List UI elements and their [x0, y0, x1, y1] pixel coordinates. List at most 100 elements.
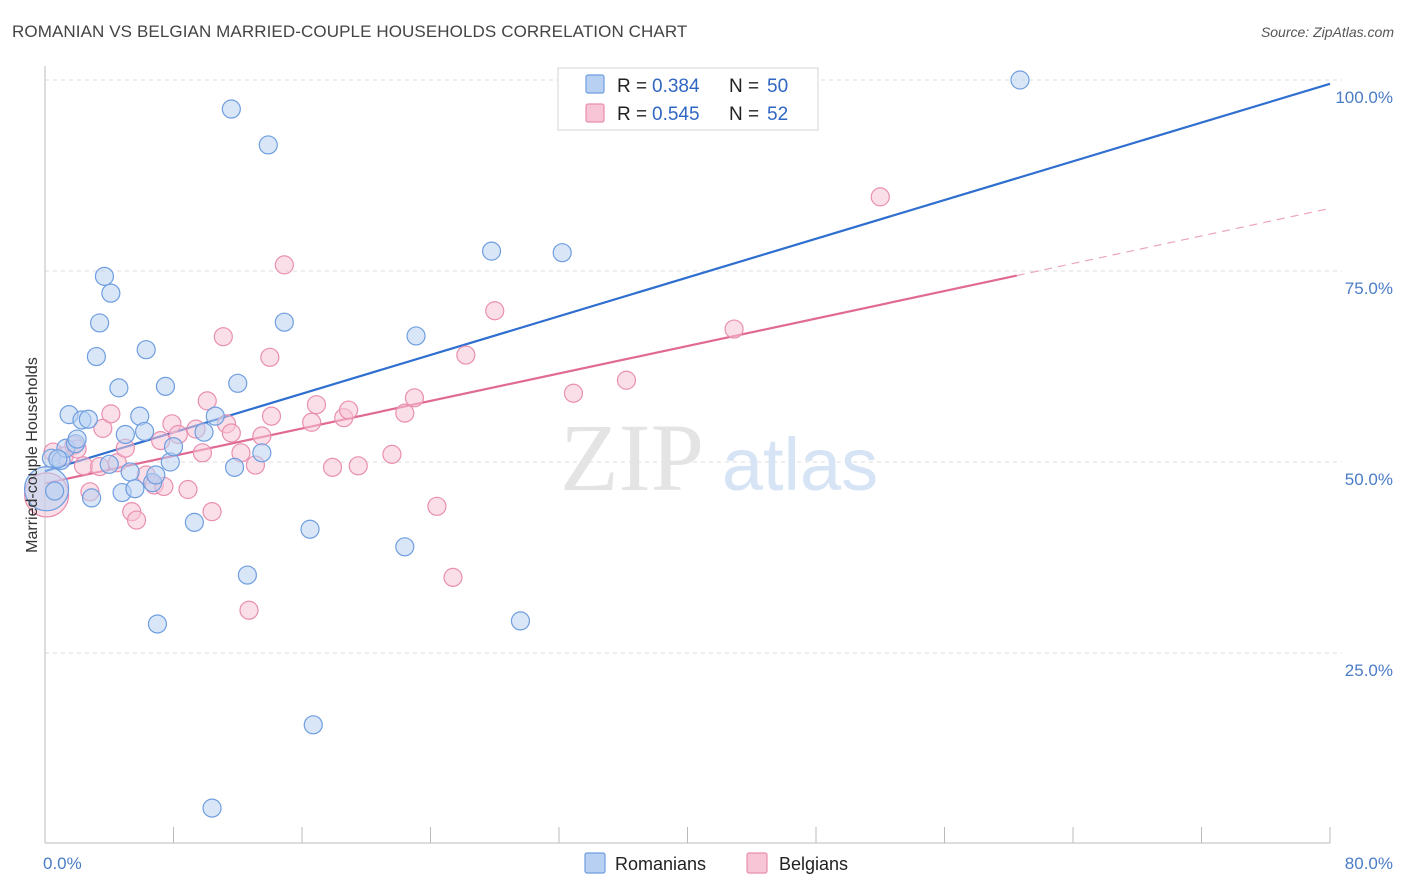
data-points [24, 70, 1030, 818]
point-romanian [155, 376, 176, 396]
point-belgian [239, 600, 259, 620]
point-belgian [382, 444, 402, 464]
point-romanian [67, 429, 87, 449]
y-tick-label: 100.0% [1335, 88, 1393, 107]
point-belgian [260, 347, 280, 367]
point-belgian [306, 395, 327, 415]
point-romanian [552, 243, 572, 263]
legend-n-value-2: 52 [767, 104, 788, 125]
point-belgian [178, 479, 198, 500]
source-label: Source: ZipAtlas.com [1260, 24, 1394, 40]
point-romanian [163, 437, 184, 457]
point-romanian [146, 465, 166, 485]
legend-swatch-romanians [585, 74, 605, 94]
point-belgian [261, 406, 282, 426]
point-romanian [1010, 70, 1030, 90]
point-romanian [136, 340, 156, 360]
trend-line-belgians-extension [1016, 207, 1331, 277]
point-romanian [147, 614, 168, 634]
point-romanian [274, 312, 294, 332]
point-belgian [338, 400, 359, 420]
point-romanian [221, 99, 241, 119]
point-belgian [616, 370, 637, 390]
point-belgian [724, 319, 744, 339]
point-romanian [101, 283, 121, 303]
trend-line-romanians [44, 82, 1331, 473]
watermark: ZIP atlas [560, 404, 878, 511]
point-romanian [300, 519, 320, 539]
y-axis-label: Married-couple Households [24, 357, 41, 553]
point-romanian [481, 241, 502, 261]
chart-title: ROMANIAN VS BELGIAN MARRIED-COUPLE HOUSE… [12, 22, 688, 41]
legend-bottom-swatch-romanians [584, 852, 606, 874]
point-romanian [99, 454, 119, 474]
point-belgian [485, 301, 505, 321]
legend-bottom-label-romanians: Romanians [615, 854, 706, 874]
point-romanian [109, 378, 129, 398]
watermark-zip: ZIP [560, 404, 704, 511]
gridlines [45, 79, 1342, 654]
point-romanian [81, 488, 102, 508]
point-romanian [120, 462, 140, 482]
y-tick-label: 75.0% [1345, 279, 1393, 298]
y-tick-label: 25.0% [1345, 661, 1393, 680]
y-tick-label: 50.0% [1345, 470, 1393, 489]
point-romanian [115, 424, 135, 445]
point-romanian [202, 798, 222, 818]
point-romanian [86, 346, 107, 367]
point-romanian [94, 266, 115, 286]
point-belgian [221, 423, 241, 443]
point-romanian [205, 406, 225, 426]
point-romanian [224, 457, 245, 477]
point-belgian [252, 426, 272, 446]
point-belgian [73, 456, 94, 476]
x-tick-label: 80.0% [1345, 854, 1393, 873]
point-romanian [395, 537, 415, 557]
point-belgian [870, 187, 890, 207]
legend-r-label-1: R = [617, 76, 647, 97]
x-tick-label: 0.0% [43, 854, 82, 873]
point-romanian [258, 135, 278, 155]
point-romanian [48, 449, 68, 469]
point-belgian [404, 388, 425, 408]
point-belgian [274, 255, 294, 275]
point-romanian [78, 409, 98, 429]
point-belgian [302, 412, 322, 432]
legend-r-value-1: 0.384 [652, 76, 700, 97]
point-romanian [194, 422, 214, 442]
point-belgian [197, 391, 217, 411]
point-romanian [90, 313, 110, 333]
point-romanian [184, 512, 204, 532]
point-belgian [563, 383, 584, 403]
legend-bottom: Romanians Belgians [584, 852, 848, 874]
legend-n-label-2: N = [729, 104, 759, 125]
point-belgian [348, 456, 368, 476]
point-belgian [456, 345, 476, 365]
point-belgian [126, 510, 147, 530]
legend-bottom-label-belgians: Belgians [779, 854, 848, 874]
legend-top: R = 0.384 N = 50 R = 0.545 N = 52 [557, 67, 819, 131]
point-romanian [125, 479, 145, 499]
point-belgian [395, 403, 415, 423]
tick-labels: 25.0% 50.0% 75.0% 100.0% 0.0% 80.0% [43, 88, 1393, 873]
legend-bottom-swatch-belgians [746, 852, 768, 874]
point-belgian [322, 457, 343, 477]
point-romanian [237, 565, 257, 585]
point-romanian [406, 326, 426, 346]
point-belgian [192, 443, 213, 463]
point-belgian [443, 567, 463, 587]
point-belgian [427, 496, 447, 516]
point-belgian [93, 418, 113, 438]
legend-swatch-belgians [585, 103, 605, 123]
point-romanian [45, 481, 65, 501]
point-romanian [510, 611, 531, 631]
legend-r-label-2: R = [617, 104, 647, 125]
legend-r-value-2: 0.545 [652, 104, 700, 125]
point-romanian [303, 715, 323, 735]
point-belgian [213, 327, 233, 347]
point-romanian [134, 421, 155, 442]
point-belgian [101, 404, 121, 424]
legend-n-value-1: 50 [767, 76, 788, 97]
point-romanian [228, 373, 248, 393]
